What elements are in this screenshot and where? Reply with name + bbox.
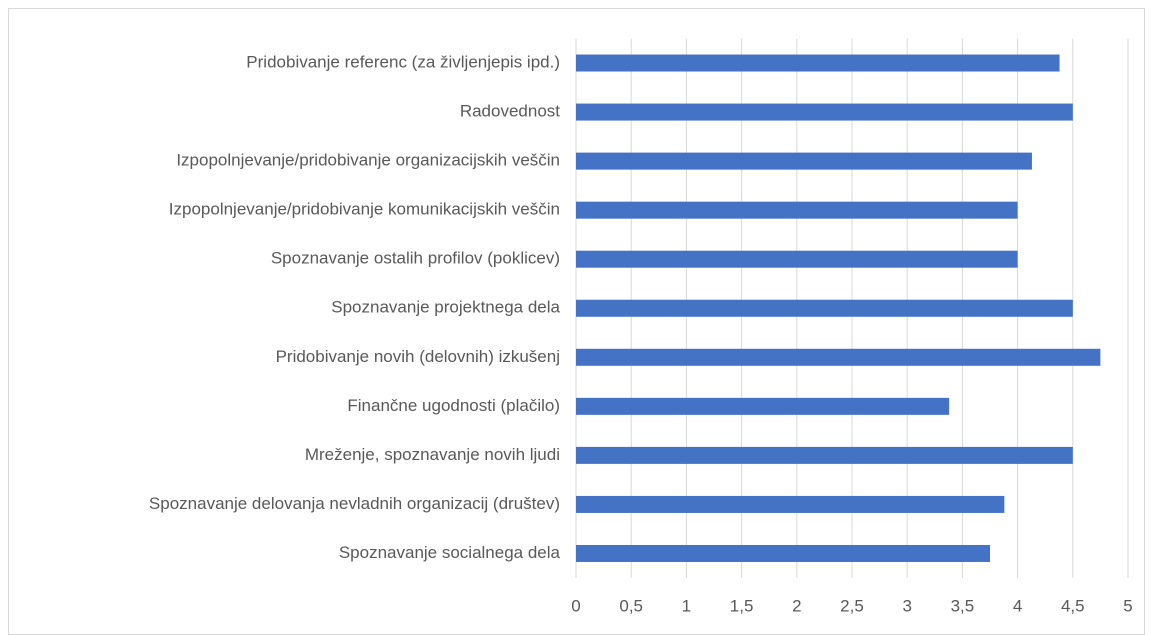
bar	[576, 201, 1018, 219]
y-tick-label: Pridobivanje referenc (za življenjepis i…	[246, 53, 560, 72]
bar	[576, 152, 1032, 170]
y-tick-label: Izpopolnjevanje/pridobivanje komunikacij…	[169, 200, 560, 219]
bar	[576, 348, 1101, 366]
bar	[576, 446, 1073, 464]
bar	[576, 54, 1060, 72]
y-tick-label: Spoznavanje ostalih profilov (poklicev)	[271, 249, 560, 268]
x-tick-label: 2,5	[840, 596, 864, 615]
y-tick-label: Radovednost	[460, 102, 560, 121]
bar	[576, 299, 1073, 317]
y-tick-label: Spoznavanje projektnega dela	[331, 298, 560, 317]
bar	[576, 544, 990, 562]
x-tick-label: 2	[792, 596, 801, 615]
y-tick-label: Finančne ugodnosti (plačilo)	[347, 396, 560, 415]
x-tick-label: 3	[902, 596, 911, 615]
x-tick-label: 1	[682, 596, 691, 615]
y-tick-label: Pridobivanje novih (delovnih) izkušenj	[276, 347, 560, 366]
x-tick-label: 1,5	[730, 596, 754, 615]
y-tick-label: Izpopolnjevanje/pridobivanje organizacij…	[176, 151, 560, 170]
bar	[576, 397, 950, 415]
y-tick-label: Spoznavanje delovanja nevladnih organiza…	[149, 494, 560, 513]
y-tick-label: Spoznavanje socialnega dela	[339, 543, 561, 562]
x-tick-label: 4	[1013, 596, 1022, 615]
x-tick-label: 0	[571, 596, 580, 615]
x-tick-label: 4,5	[1061, 596, 1085, 615]
x-tick-label: 0,5	[619, 596, 643, 615]
bar	[576, 103, 1073, 121]
x-tick-label: 3,5	[951, 596, 975, 615]
y-tick-label: Mreženje, spoznavanje novih ljudi	[305, 445, 560, 464]
bar	[576, 495, 1005, 513]
bar	[576, 250, 1018, 268]
x-tick-label: 5	[1123, 596, 1132, 615]
